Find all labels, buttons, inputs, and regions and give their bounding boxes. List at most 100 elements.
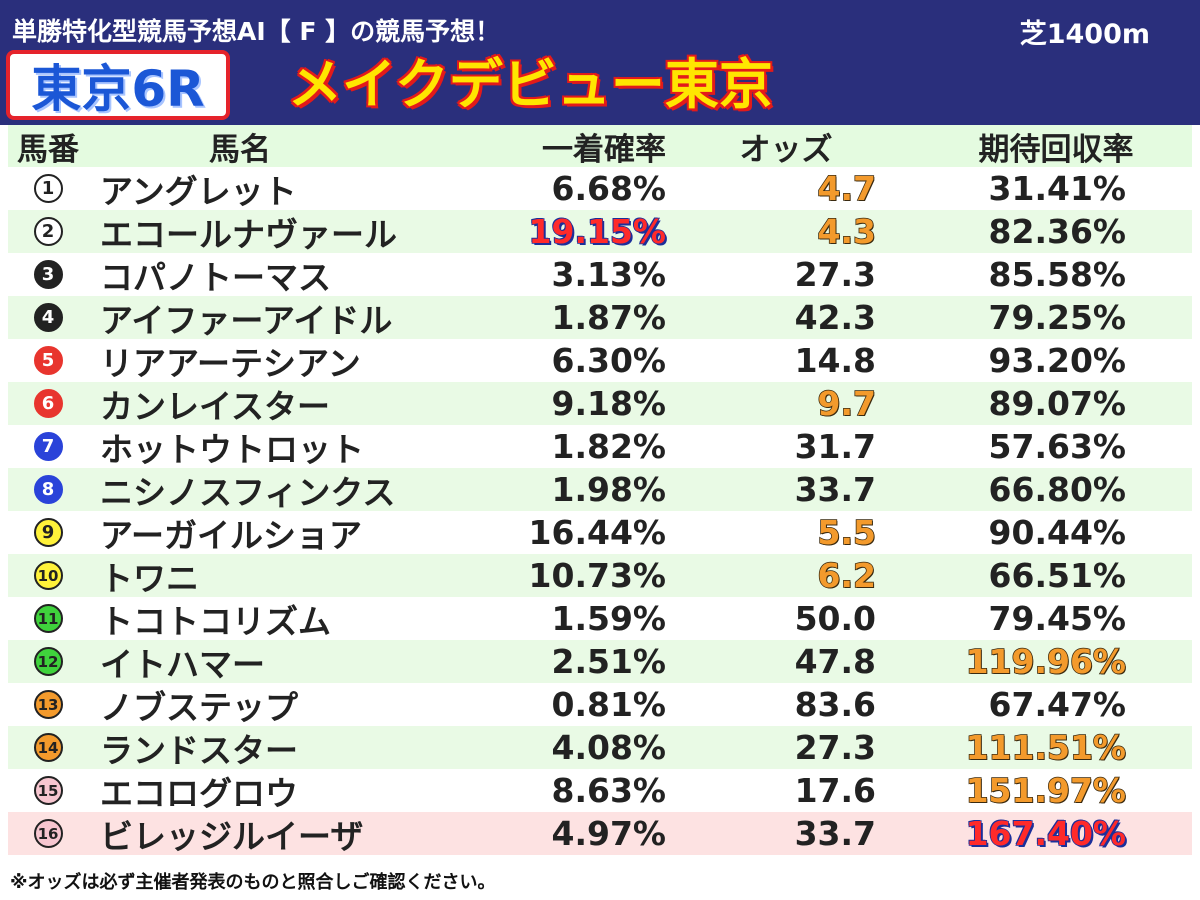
table-row: 16 ビレッジルイーザ 4.97% 33.7 167.40%	[8, 812, 1192, 856]
odds-text: 14.8	[794, 341, 876, 380]
win-probability-text: 16.44%	[528, 513, 666, 552]
horse-number-badge: 10	[33, 561, 63, 590]
expected-return-text: 66.51%	[988, 556, 1126, 595]
table-header-row: 馬番 馬名 一着確率 オッズ 期待回収率	[8, 125, 1192, 168]
horse-number-badge: 5	[33, 346, 63, 375]
header-banner: 単勝特化型競馬予想AI【 F 】の競馬予想！ 芝1400m 東京6R メイクデビ…	[0, 0, 1200, 125]
horse-number-cell: 15	[8, 769, 88, 812]
expected-return-text: 85.58%	[988, 255, 1126, 294]
horse-number-cell: 10	[8, 554, 88, 597]
table-body: 1 アングレット 6.68% 4.7 31.41% 2 エコールナヴァール 19.15% 4.3…	[8, 167, 1192, 856]
expected-return-text: 31.41%	[988, 169, 1126, 208]
horse-number-cell: 2	[8, 210, 88, 253]
horse-number-badge: 1	[33, 174, 63, 203]
odds: 33.7	[688, 468, 876, 511]
win-probability: 8.63%	[448, 769, 667, 812]
win-probability: 4.08%	[448, 726, 667, 769]
horse-name-text: ランドスター	[100, 730, 298, 770]
table-row: 1 アングレット 6.68% 4.7 31.41%	[8, 167, 1192, 211]
expected-return: 89.07%	[908, 382, 1126, 425]
table-row: 5 リアアーテシアン 6.30% 14.8 93.20%	[8, 339, 1192, 383]
win-probability-text: 4.08%	[551, 728, 667, 767]
odds-text: 17.6	[794, 771, 876, 810]
win-probability-text: 8.63%	[551, 771, 667, 810]
expected-return: 66.80%	[908, 468, 1126, 511]
odds: 83.6	[688, 683, 876, 726]
odds-text: 9.7	[817, 383, 877, 424]
expected-return-text: 151.97%	[965, 770, 1127, 811]
horse-number-badge: 11	[33, 604, 63, 633]
expected-return-text: 67.47%	[988, 685, 1126, 724]
column-header-name: 馬名	[209, 131, 271, 168]
prediction-table: 馬番 馬名 一着確率 オッズ 期待回収率 1 アングレット 6.68% 4.7 31.4…	[8, 125, 1192, 856]
odds: 27.3	[688, 253, 876, 296]
odds-text: 6.2	[817, 555, 877, 596]
expected-return: 79.25%	[908, 296, 1126, 339]
horse-number-cell: 5	[8, 339, 88, 382]
horse-number-cell: 16	[8, 812, 88, 855]
win-probability: 2.51%	[448, 640, 667, 683]
odds: 31.7	[688, 425, 876, 468]
table-row: 8 ニシノスフィンクス 1.98% 33.7 66.80%	[8, 468, 1192, 512]
column-header-return: 期待回収率	[978, 131, 1134, 168]
horse-name-text: ホットウトロット	[100, 429, 364, 469]
win-probability: 1.82%	[448, 425, 667, 468]
expected-return-text: 111.51%	[965, 727, 1127, 768]
table-row: 11 トコトコリズム 1.59% 50.0 79.45%	[8, 597, 1192, 641]
expected-return-text: 79.25%	[988, 298, 1126, 337]
table-row: 15 エコログロウ 8.63% 17.6 151.97%	[8, 769, 1192, 813]
expected-return: 79.45%	[908, 597, 1126, 640]
odds-text: 4.7	[817, 168, 877, 209]
expected-return: 167.40%	[908, 812, 1127, 855]
odds-text: 4.3	[817, 211, 877, 252]
odds-text: 50.0	[794, 599, 876, 638]
win-probability: 9.18%	[448, 382, 667, 425]
expected-return: 67.47%	[908, 683, 1126, 726]
expected-return: 57.63%	[908, 425, 1126, 468]
column-header-odds: オッズ	[739, 131, 833, 168]
win-probability: 10.73%	[448, 554, 666, 597]
horse-name-text: アイファーアイドル	[100, 300, 393, 340]
horse-name: ホットウトロット	[100, 425, 500, 469]
horse-number-cell: 7	[8, 425, 88, 468]
table-row: 13 ノブステップ 0.81% 83.6 67.47%	[8, 683, 1192, 727]
expected-return-text: 167.40%	[965, 813, 1127, 854]
odds-text: 5.5	[817, 512, 877, 553]
horse-number-cell: 9	[8, 511, 88, 554]
win-probability-text: 1.82%	[551, 427, 667, 466]
horse-name-text: エコログロウ	[100, 773, 298, 813]
expected-return: 66.51%	[908, 554, 1126, 597]
win-probability-text: 1.87%	[551, 298, 667, 337]
race-name: メイクデビュー東京	[287, 52, 775, 118]
horse-number-cell: 12	[8, 640, 88, 683]
horse-name: アングレット	[100, 167, 500, 211]
subtitle: 単勝特化型競馬予想AI【 F 】の競馬予想！	[12, 17, 501, 46]
win-probability: 0.81%	[448, 683, 667, 726]
win-probability: 3.13%	[448, 253, 667, 296]
table-row: 7 ホットウトロット 1.82% 31.7 57.63%	[8, 425, 1192, 469]
expected-return-text: 82.36%	[988, 212, 1126, 251]
odds: 14.8	[688, 339, 876, 382]
table-row: 6 カンレイスター 9.18% 9.7 89.07%	[8, 382, 1192, 426]
horse-number-cell: 11	[8, 597, 88, 640]
horse-number-cell: 6	[8, 382, 88, 425]
win-probability: 1.59%	[448, 597, 667, 640]
odds: 6.2	[688, 554, 877, 597]
odds: 4.7	[688, 167, 877, 210]
win-probability-text: 6.68%	[551, 169, 667, 208]
horse-number-cell: 13	[8, 683, 88, 726]
horse-name: リアアーテシアン	[100, 339, 500, 383]
horse-name-text: ニシノスフィンクス	[100, 472, 396, 512]
win-probability-text: 19.15%	[528, 211, 667, 252]
expected-return: 151.97%	[908, 769, 1127, 812]
horse-name: ニシノスフィンクス	[100, 468, 500, 512]
expected-return: 31.41%	[908, 167, 1126, 210]
horse-number-badge: 6	[33, 389, 63, 418]
odds-text: 33.7	[794, 470, 876, 509]
win-probability: 6.30%	[448, 339, 667, 382]
course-surface: 芝1400m	[1019, 19, 1150, 50]
horse-number-cell: 4	[8, 296, 88, 339]
horse-number-badge: 7	[33, 432, 63, 461]
horse-name: ビレッジルイーザ	[100, 812, 500, 856]
horse-number-cell: 14	[8, 726, 88, 769]
